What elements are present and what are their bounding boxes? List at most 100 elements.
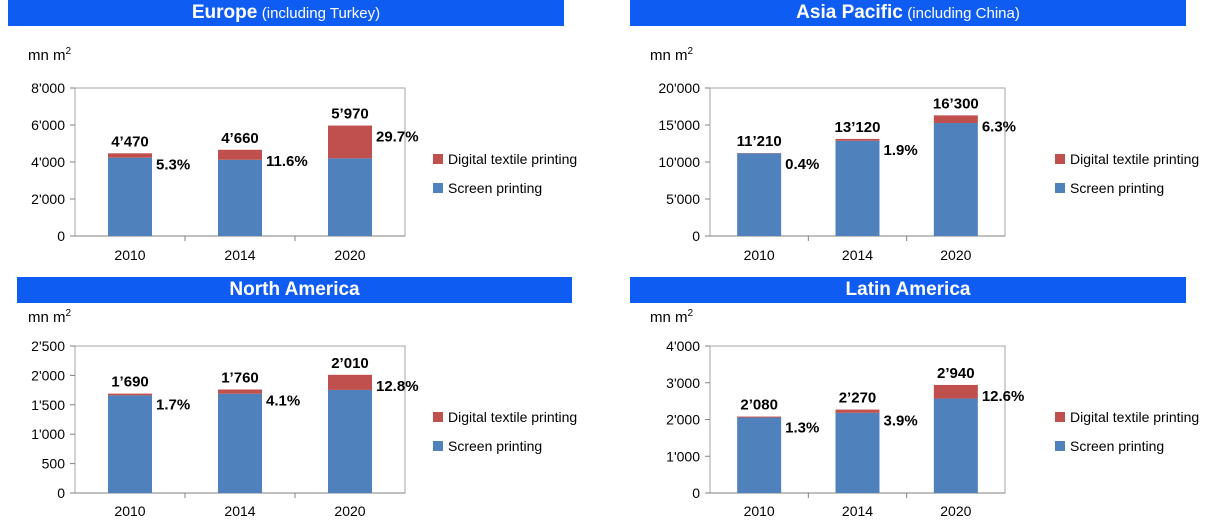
x-tick-label: 2010 xyxy=(744,503,775,519)
legend: Digital textile printing Screen printing xyxy=(433,144,577,202)
bar-digital-textile-printing xyxy=(328,374,372,390)
total-label: 4’660 xyxy=(221,130,259,147)
chart-plot: 0 1'000 2'000 3'000 4'000 2’080 1.3% 2010 2’270 3… xyxy=(666,338,1025,519)
x-tick-label: 2020 xyxy=(334,503,365,519)
total-label: 4’470 xyxy=(111,133,149,150)
bar-screen-printing xyxy=(218,393,262,493)
y-tick-label: 1'000 xyxy=(666,448,700,464)
bar-digital-textile-printing xyxy=(933,384,978,399)
bar-digital-textile-printing xyxy=(835,138,880,141)
x-tick-label: 2010 xyxy=(114,247,145,263)
total-label: 5’970 xyxy=(331,106,369,123)
y-tick-label: 2'000 xyxy=(31,191,65,207)
share-label: 12.8% xyxy=(376,378,419,395)
bar-screen-printing xyxy=(737,417,782,493)
share-label: 1.9% xyxy=(884,142,918,159)
share-label: 3.9% xyxy=(884,413,918,430)
total-label: 2’940 xyxy=(937,365,975,382)
y-tick-label: 2'000 xyxy=(31,367,65,383)
legend-item-screen: Screen printing xyxy=(1055,431,1199,460)
chart-header: Latin America xyxy=(630,277,1186,303)
y-tick-label: 4'000 xyxy=(31,154,65,170)
chart-header: Asia Pacific (including China) xyxy=(630,0,1186,26)
bar-screen-printing xyxy=(108,395,152,493)
unit-label: mn m2 xyxy=(650,46,694,64)
total-label: 2’270 xyxy=(839,390,877,407)
y-tick-label: 0 xyxy=(57,228,65,244)
x-tick-label: 2014 xyxy=(842,247,873,263)
legend-swatch-screen xyxy=(1055,182,1065,193)
legend-item-digital: Digital textile printing xyxy=(1055,402,1199,431)
legend-swatch-screen xyxy=(433,182,443,193)
chart-panel-latin-america: Latin America mn m2 0 1'000 2'000 3'000 4'00… xyxy=(612,264,1224,529)
legend-item-screen: Screen printing xyxy=(1055,173,1199,202)
legend: Digital textile printing Screen printing xyxy=(1055,402,1199,460)
y-tick-label: 1'000 xyxy=(31,426,65,442)
x-tick-label: 2014 xyxy=(842,503,873,519)
y-tick-label: 2'000 xyxy=(666,412,700,428)
chart-subtitle: (including China) xyxy=(907,5,1020,22)
bar-screen-printing xyxy=(328,389,372,493)
chart-header: Europe (including Turkey) xyxy=(8,0,564,26)
legend-swatch-screen xyxy=(1055,440,1065,451)
bar-digital-textile-printing xyxy=(737,416,782,418)
bar-screen-printing xyxy=(218,159,262,236)
share-label: 11.6% xyxy=(266,153,308,170)
chart-title: Latin America xyxy=(845,279,971,300)
unit-label: mn m2 xyxy=(650,308,694,326)
chart-title: Asia Pacific xyxy=(796,2,903,23)
y-tick-label: 0 xyxy=(692,228,700,244)
chart-plot: 0 500 1'000 1'500 2'000 2'500 1’690 1.7% 2010 1’7… xyxy=(31,338,419,519)
total-label: 16’300 xyxy=(933,95,979,112)
share-label: 1.7% xyxy=(156,397,190,414)
total-label: 2’010 xyxy=(331,355,369,372)
chart-header: North America xyxy=(17,277,572,303)
unit-label: mn m2 xyxy=(28,308,72,326)
legend-item-digital: Digital textile printing xyxy=(433,402,577,431)
chart-plot: 0 2'000 4'000 6'000 8'000 4’470 5.3% 2010 4’660 1… xyxy=(31,80,418,263)
share-label: 1.3% xyxy=(785,420,819,437)
chart-panel-asia-pacific: Asia Pacific (including China) mn m2 0 5'… xyxy=(612,0,1224,264)
legend: Digital textile printing Screen printing xyxy=(1055,144,1199,202)
legend-swatch-digital xyxy=(433,411,443,422)
total-label: 1’760 xyxy=(221,370,259,387)
bar-digital-textile-printing xyxy=(835,409,880,413)
x-tick-label: 2014 xyxy=(224,247,255,263)
x-tick-label: 2014 xyxy=(224,503,255,519)
x-tick-label: 2020 xyxy=(940,503,971,519)
total-label: 11’210 xyxy=(737,133,782,150)
legend-item-digital: Digital textile printing xyxy=(433,144,577,173)
legend-item-digital: Digital textile printing xyxy=(1055,144,1199,173)
y-tick-label: 500 xyxy=(42,456,66,472)
share-label: 5.3% xyxy=(156,156,190,173)
bar-screen-printing xyxy=(108,157,152,236)
legend-swatch-digital xyxy=(1055,153,1065,164)
chart-panel-north-america: North America mn m2 0 500 1'000 1'500 2'000 2… xyxy=(0,264,612,529)
unit-label: mn m2 xyxy=(28,46,72,64)
total-label: 1’690 xyxy=(111,374,149,391)
bar-screen-printing xyxy=(737,153,782,236)
y-tick-label: 4'000 xyxy=(666,338,700,354)
y-tick-label: 8'000 xyxy=(31,80,65,96)
bar-screen-printing xyxy=(933,398,978,493)
total-label: 2’080 xyxy=(740,397,778,414)
y-tick-label: 1'500 xyxy=(31,397,65,413)
chart-panel-europe: Europe (including Turkey) mn m2 0 2'000 4'… xyxy=(0,0,612,264)
y-tick-label: 10'000 xyxy=(658,154,700,170)
chart-subtitle: (including Turkey) xyxy=(261,5,381,22)
share-label: 12.6% xyxy=(982,388,1025,405)
x-tick-label: 2020 xyxy=(334,247,365,263)
y-tick-label: 0 xyxy=(692,485,700,501)
share-label: 6.3% xyxy=(982,118,1016,135)
x-tick-label: 2010 xyxy=(114,503,145,519)
y-tick-label: 5'000 xyxy=(666,191,700,207)
bar-digital-textile-printing xyxy=(328,125,372,159)
x-tick-label: 2010 xyxy=(744,247,775,263)
bar-digital-textile-printing xyxy=(218,149,262,160)
y-tick-label: 3'000 xyxy=(666,375,700,391)
share-label: 0.4% xyxy=(785,156,819,173)
x-tick-label: 2020 xyxy=(940,247,971,263)
y-tick-label: 15'000 xyxy=(658,117,700,133)
bar-digital-textile-printing xyxy=(108,153,152,158)
